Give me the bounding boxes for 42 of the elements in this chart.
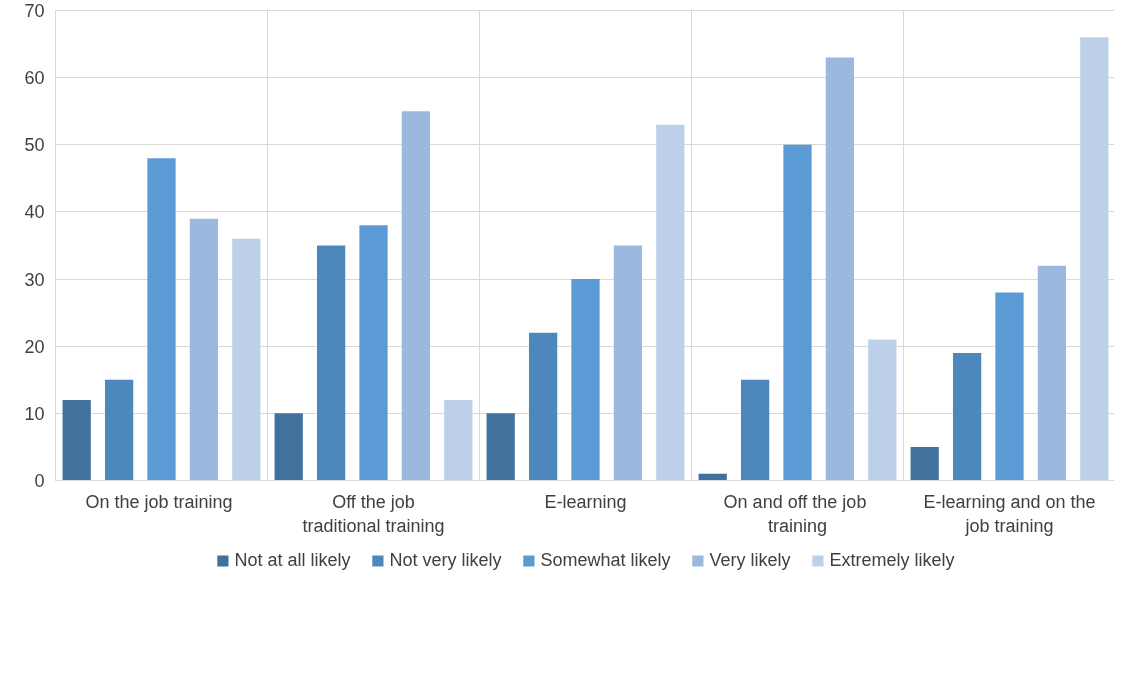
legend-label: Very likely [709,549,791,571]
bar [316,245,346,481]
x-tick-label: Off the job traditional training [302,491,445,536]
bar [571,279,600,481]
x-tick-label: On and off the job training [723,491,867,536]
bar [783,144,812,481]
x-tick-label: E-learning and on the job training [923,491,1096,536]
bar [868,339,897,481]
legend-label: Somewhat likely [540,549,671,571]
bar [401,111,431,481]
bar [613,245,643,481]
x-tick-label: E-learning [544,491,627,512]
bar [995,292,1024,481]
legend-label: Not at all likely [234,549,351,571]
legend-label: Not very likely [389,549,502,571]
y-tick-label: 40 [24,202,45,223]
y-tick-label: 30 [24,269,45,290]
y-tick-label: 60 [24,68,45,89]
y-tick-label: 0 [34,471,45,491]
bar [656,124,685,481]
bar [189,218,219,481]
bar [232,238,261,481]
y-tick-label: 70 [24,1,45,21]
bar [528,332,558,481]
bar [825,57,855,481]
bar [444,399,473,481]
bar [359,225,388,481]
bar [274,413,303,481]
bar [740,379,770,481]
y-tick-label: 50 [24,135,45,156]
bar [147,158,176,481]
y-tick-label: 20 [24,336,45,357]
bar [952,352,982,481]
bar [910,446,939,481]
bar [1080,37,1109,481]
legend-label: Extremely likely [829,549,955,571]
x-tick-label: On the job training [85,491,233,512]
bar [104,379,134,481]
bar [1037,265,1067,481]
y-tick-label: 10 [24,403,45,424]
bar [486,413,515,481]
bar [62,399,91,481]
